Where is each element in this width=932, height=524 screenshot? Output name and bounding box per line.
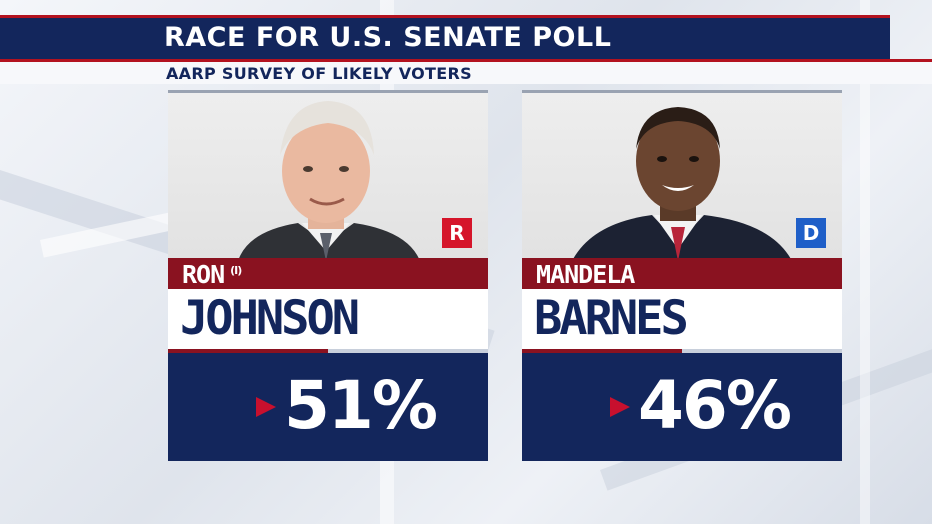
candidate-photo: D	[522, 90, 842, 258]
title-underline	[0, 59, 932, 62]
first-name-text: RON	[182, 260, 225, 289]
last-name-bar: JOHNSON	[168, 289, 488, 349]
candidate-card-johnson: R RON (I) JOHNSON 51%	[168, 90, 488, 461]
subtitle-bar: AARP SURVEY OF LIKELY VOTERS	[0, 62, 932, 84]
first-name: RON (I)	[182, 260, 242, 289]
last-name-bar: BARNES	[522, 289, 842, 349]
percent-box: 51%	[168, 353, 488, 461]
page-title: RACE FOR U.S. SENATE POLL	[164, 22, 612, 53]
divider	[168, 349, 488, 353]
arrow-right-icon	[256, 397, 276, 417]
first-name-bar: MANDELA	[522, 258, 842, 289]
poll-percent: 46%	[638, 367, 792, 444]
candidate-portrait	[239, 101, 419, 258]
background-stripe	[860, 0, 870, 524]
incumbent-marker: (I)	[230, 263, 242, 277]
divider	[522, 349, 842, 353]
page-subtitle: AARP SURVEY OF LIKELY VOTERS	[166, 64, 472, 83]
percent-box: 46%	[522, 353, 842, 461]
party-badge-r: R	[442, 218, 472, 248]
candidate-portrait	[573, 107, 791, 258]
candidate-photo: R	[168, 90, 488, 258]
poll-percent: 51%	[284, 367, 438, 444]
first-name: MANDELA	[536, 260, 635, 289]
party-badge-d: D	[796, 218, 826, 248]
last-name: BARNES	[534, 291, 689, 346]
divider-accent	[168, 349, 328, 353]
candidate-card-barnes: D MANDELA BARNES 46%	[522, 90, 842, 461]
first-name-bar: RON (I)	[168, 258, 488, 289]
last-name: JOHNSON	[180, 291, 360, 346]
divider-accent	[522, 349, 682, 353]
title-bar: RACE FOR U.S. SENATE POLL	[0, 15, 890, 59]
arrow-right-icon	[610, 397, 630, 417]
